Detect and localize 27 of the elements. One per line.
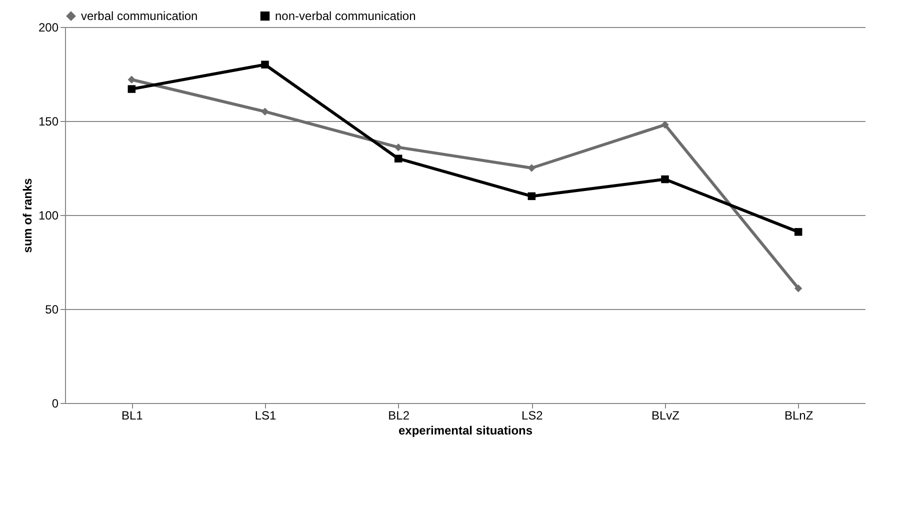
point — [261, 60, 269, 68]
x-tick-label: LS2 — [521, 408, 544, 422]
y-tick-label: 150 — [38, 114, 59, 128]
point — [261, 108, 269, 116]
point — [128, 85, 136, 93]
point — [661, 175, 669, 184]
legend-label: verbal communication — [81, 9, 198, 24]
x-tick-label: BL1 — [121, 408, 144, 422]
point — [394, 154, 402, 162]
y-axis-title: sum of ranks — [20, 178, 34, 253]
x-tick-label: BLvZ — [651, 408, 680, 422]
y-tick-label: 100 — [38, 208, 59, 222]
y-tick-label: 50 — [45, 302, 59, 316]
x-axis-title: experimental situations — [398, 424, 533, 438]
point — [528, 192, 536, 200]
y-tick-label: 200 — [38, 20, 59, 34]
x-tick-label: BLnZ — [784, 408, 814, 422]
x-tick-label: LS1 — [254, 408, 276, 422]
point — [128, 76, 136, 84]
point — [794, 228, 802, 236]
point — [661, 120, 669, 129]
legend-label: non-verbal communication — [275, 9, 416, 24]
point — [394, 143, 402, 152]
x-tick-label: BL2 — [388, 408, 410, 422]
point — [794, 284, 802, 292]
point — [528, 164, 536, 172]
y-tick-label: 0 — [52, 396, 59, 410]
